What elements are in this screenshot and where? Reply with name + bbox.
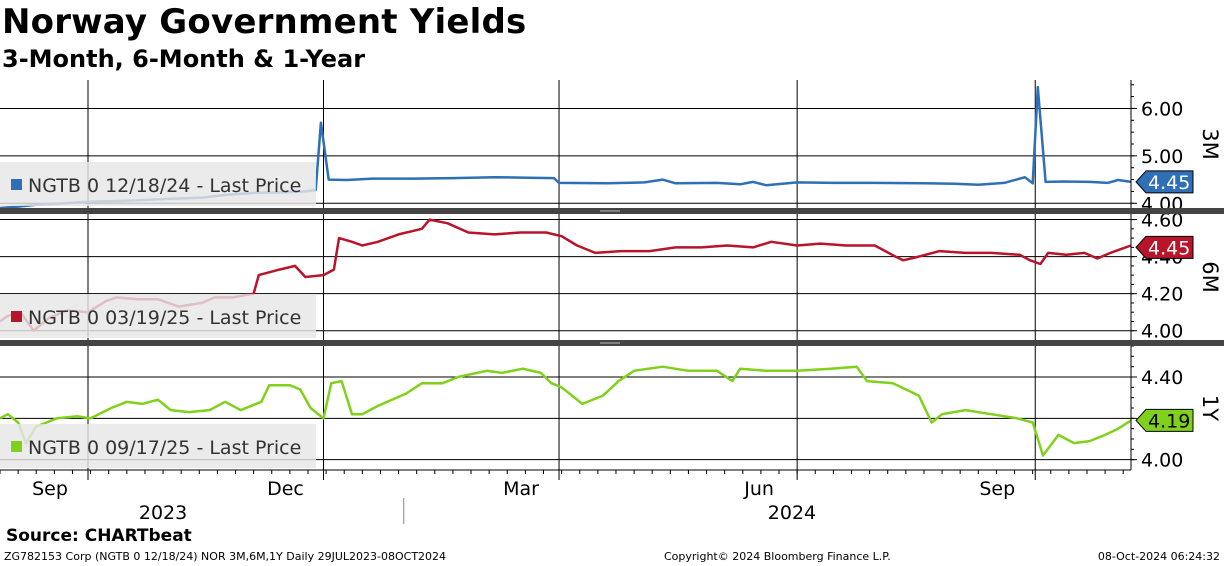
- footer-ticker: ZG782153 Corp (NGTB 0 12/18/24) NOR 3M,6…: [4, 550, 447, 563]
- m3-side-label: 3M: [1198, 128, 1222, 159]
- m3-last-value: 4.45: [1148, 172, 1190, 194]
- y-tick-label: 4.20: [1141, 284, 1183, 306]
- x-tick-label: Sep: [979, 478, 1015, 500]
- y-tick-label: 4.40: [1141, 367, 1183, 389]
- m3-legend-label: NGTB 0 12/18/24 - Last Price: [28, 175, 301, 197]
- x-year-label: 2024: [768, 502, 816, 524]
- y1-side-label: 1Y: [1198, 395, 1222, 421]
- y-tick-label: 4.00: [1141, 450, 1183, 472]
- footer-copyright: Copyright© 2024 Bloomberg Finance L.P.: [664, 550, 891, 563]
- x-tick-label: Sep: [32, 478, 68, 500]
- m3-legend-swatch: [11, 179, 22, 190]
- y1-legend-swatch: [11, 441, 22, 452]
- y-tick-label: 6.00: [1141, 98, 1183, 120]
- m6-last-value-tag: [1135, 235, 1194, 259]
- y1-legend-label: NGTB 0 09/17/25 - Last Price: [28, 437, 301, 459]
- y1-series-line: [0, 365, 1132, 457]
- x-tick-label: Jun: [743, 478, 774, 500]
- x-tick-label: Dec: [267, 478, 304, 500]
- y1-legend-box: [0, 424, 316, 468]
- x-year-label: 2023: [139, 502, 187, 524]
- x-tick-label: Mar: [503, 478, 539, 500]
- m6-legend-swatch: [11, 311, 22, 322]
- y-tick-label: 4.00: [1141, 321, 1183, 343]
- m6-side-label: 6M: [1198, 261, 1222, 292]
- m3-last-value-tag: [1135, 170, 1194, 194]
- m6-legend-label: NGTB 0 03/19/25 - Last Price: [28, 307, 301, 329]
- m3-legend-box: [0, 162, 316, 206]
- m6-last-value: 4.45: [1148, 237, 1190, 259]
- m6-legend-box: [0, 294, 316, 338]
- y-tick-label: 4.60: [1141, 210, 1183, 232]
- y1-last-value: 4.19: [1148, 410, 1190, 432]
- source-note: Source: CHARTbeat: [6, 526, 192, 546]
- chart-title: Norway Government Yields: [2, 2, 527, 42]
- y-tick-label: 5.00: [1141, 146, 1183, 168]
- footer-timestamp: 08-Oct-2024 06:24:32: [1097, 550, 1220, 563]
- y1-last-value-tag: [1135, 408, 1194, 432]
- chart-subtitle: 3-Month, 6-Month & 1-Year: [2, 45, 366, 73]
